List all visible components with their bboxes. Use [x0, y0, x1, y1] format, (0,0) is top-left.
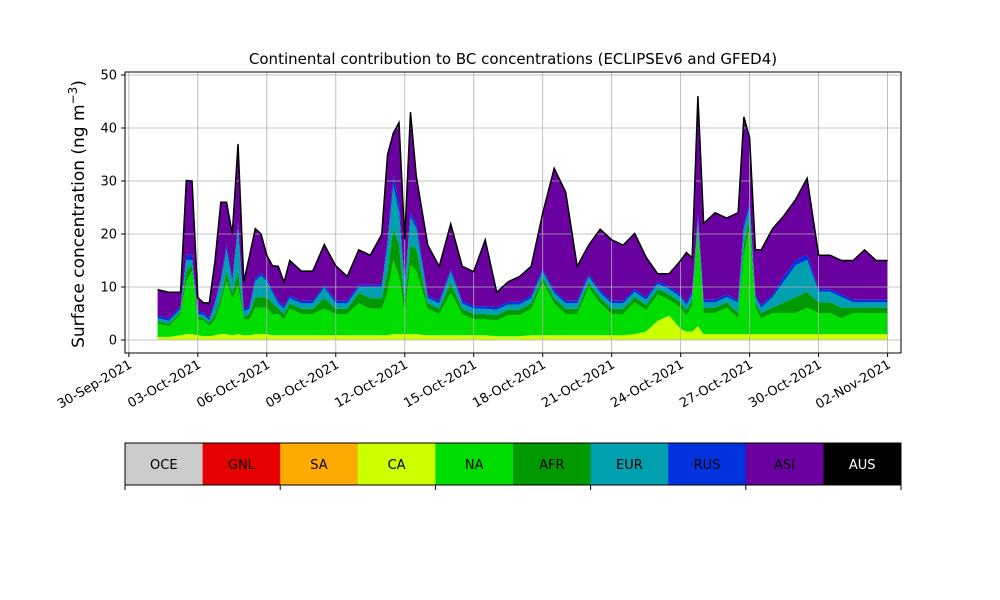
legend-swatch-rus [668, 443, 747, 485]
grid-lines [125, 72, 901, 353]
legend-label-gnl: GNL [228, 458, 256, 473]
legend-label-rus: RUS [694, 458, 721, 473]
legend-swatch-eur [590, 443, 669, 485]
y-tick-label: 40 [100, 122, 117, 137]
x-tick-label: 02-Nov-2021 [813, 357, 893, 412]
legend-swatch-aus [823, 443, 902, 485]
y-tick-label: 0 [109, 334, 117, 349]
legend-label-sa: SA [310, 458, 327, 473]
y-axis-label-close: ) [69, 80, 89, 87]
x-axis-ticks: 30-Sep-202103-Oct-202106-Oct-202109-Oct-… [55, 353, 894, 412]
x-tick-label: 09-Oct-2021 [263, 357, 341, 411]
chart-title: Continental contribution to BC concentra… [249, 50, 777, 68]
legend-swatch-ca [357, 443, 436, 485]
x-tick-label: 06-Oct-2021 [194, 357, 272, 411]
legend-label-oce: OCE [150, 458, 178, 473]
legend-swatch-gnl [202, 443, 281, 485]
total-concentration-line [157, 96, 888, 304]
legend-swatch-asi [745, 443, 824, 485]
y-axis-label-text: Surface concentration (ng m [69, 104, 89, 347]
legend-swatch-na [435, 443, 514, 485]
area-afr [157, 217, 888, 327]
legend-label-eur: EUR [616, 458, 643, 473]
y-tick-label: 20 [100, 228, 117, 243]
x-tick-label: 21-Oct-2021 [539, 357, 617, 411]
x-tick-label: 24-Oct-2021 [608, 357, 686, 411]
x-tick-label: 03-Oct-2021 [125, 357, 203, 411]
area-asi [157, 96, 888, 319]
legend-label-asi: ASI [774, 458, 795, 473]
area-na [157, 228, 888, 337]
y-tick-label: 30 [100, 175, 117, 190]
legend-swatch-sa [280, 443, 359, 485]
y-axis-label-exponent: −3 [66, 87, 80, 105]
legend-frame [124, 442, 902, 486]
legend-swatch-afr [513, 443, 592, 485]
area-ca [157, 315, 888, 340]
legend-label-na: NA [465, 458, 484, 473]
y-axis-ticks: 0 10 20 30 40 50 [100, 69, 125, 349]
legend-label-aus: AUS [849, 458, 876, 473]
x-tick-label: 15-Oct-2021 [401, 357, 479, 411]
x-tick-label: 30-Oct-2021 [746, 357, 824, 411]
x-tick-label: 27-Oct-2021 [677, 357, 755, 411]
y-tick-label: 10 [100, 281, 117, 296]
x-tick-label: 18-Oct-2021 [470, 357, 548, 411]
legend-label-ca: CA [388, 458, 406, 473]
y-tick-label: 50 [100, 69, 117, 84]
y-axis-label: Surface concentration (ng m−3) [66, 80, 89, 348]
x-tick-label: 30-Sep-2021 [55, 357, 135, 412]
plot-frame [124, 71, 902, 354]
legend-swatch-oce [125, 443, 204, 485]
legend-colorbar: OCE GNL SA CA NA AFR EUR RUS ASI AUS [124, 442, 902, 490]
legend-label-afr: AFR [539, 458, 564, 473]
x-tick-label: 12-Oct-2021 [332, 357, 410, 411]
